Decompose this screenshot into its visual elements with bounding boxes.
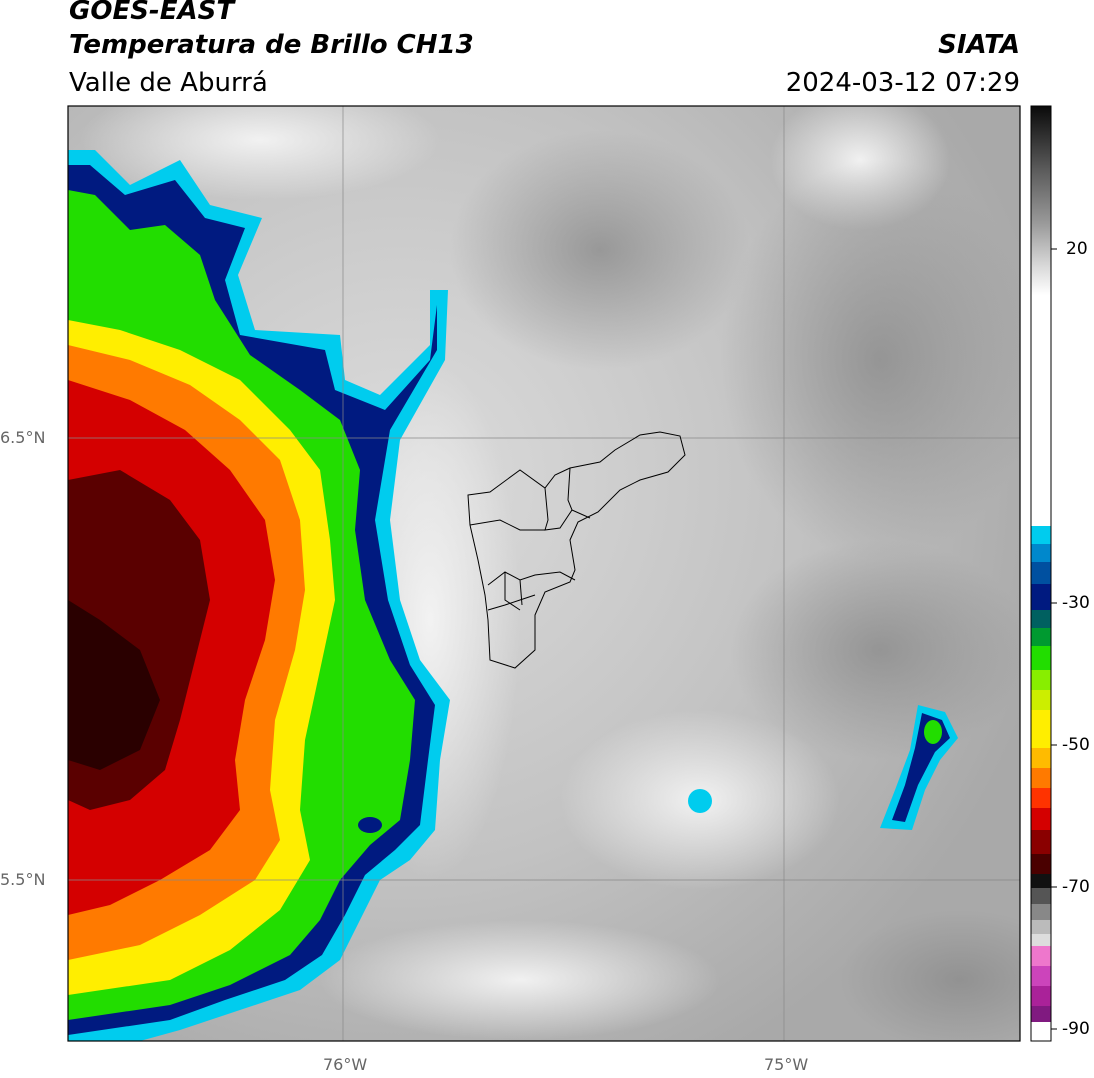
agency-label: SIATA bbox=[938, 30, 1020, 60]
region-title: Valle de Aburrá bbox=[69, 68, 268, 98]
lat-label-6-5: 6.5°N bbox=[0, 428, 46, 447]
timestamp-label: 2024-03-12 07:29 bbox=[785, 68, 1020, 98]
colorbar-tick-20: 20 bbox=[1066, 239, 1088, 259]
colorbar-tick-minus30: -30 bbox=[1062, 593, 1090, 613]
colorbar bbox=[1030, 105, 1057, 1042]
colorbar-tick-minus70: -70 bbox=[1062, 877, 1090, 897]
lon-label-76: 76°W bbox=[323, 1055, 368, 1074]
colorbar-tick-minus90: -90 bbox=[1062, 1019, 1090, 1039]
municipal-boundaries bbox=[467, 431, 686, 669]
lon-label-75: 75°W bbox=[764, 1055, 809, 1074]
product-title: Temperatura de Brillo CH13 bbox=[69, 30, 474, 60]
satellite-title: GOES-EAST bbox=[69, 0, 235, 26]
satellite-image bbox=[68, 106, 1020, 1041]
colorbar-tick-minus50: -50 bbox=[1062, 735, 1090, 755]
lat-label-5-5: 5.5°N bbox=[0, 870, 46, 889]
